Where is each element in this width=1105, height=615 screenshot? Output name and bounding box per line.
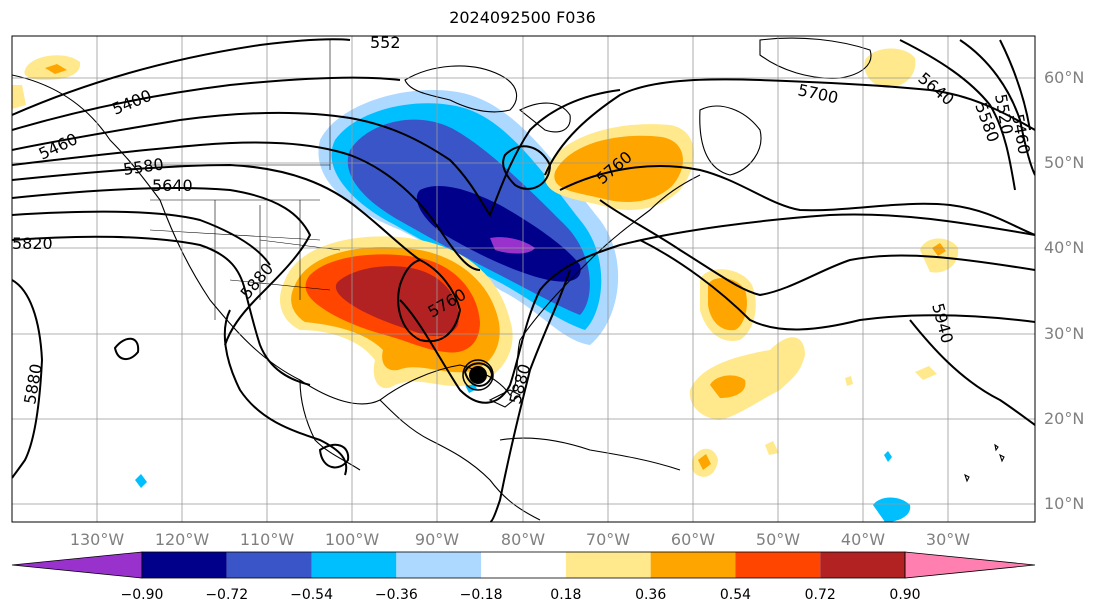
colorbar-segment (142, 552, 227, 578)
lat-lon-grid (12, 36, 1035, 522)
lon-label-80w: 80°W (500, 530, 546, 549)
lon-label-120w: 120°W (154, 530, 210, 549)
lat-label-20n: 20°N (1044, 409, 1085, 428)
colorbar-tick-label: 0.36 (635, 587, 667, 603)
colorbar-segment (735, 552, 821, 578)
colorbar-tick-label: −0.90 (120, 587, 164, 603)
colorbar-segment (226, 552, 312, 578)
lat-label-30n: 30°N (1044, 324, 1085, 343)
lon-label-100w: 100°W (324, 530, 380, 549)
colorbar-extend-high (904, 551, 1036, 579)
map-title: 2024092500 F036 (449, 8, 596, 27)
lon-label-30w: 30°W (925, 530, 971, 549)
contour-label-5820: 5820 (12, 234, 53, 253)
low-center-marker (469, 366, 487, 384)
lat-label-10n: 10°N (1044, 494, 1085, 513)
colorbar-tick-label: 0.54 (719, 587, 752, 603)
lat-label-40n: 40°N (1044, 238, 1085, 257)
colorbar-extend-low (11, 551, 143, 579)
lon-label-50w: 50°W (755, 530, 801, 549)
colorbar-tick-label: 0.72 (804, 587, 836, 603)
contour-label-5520-top: 552 (370, 33, 401, 52)
colorbar-tick-label: −0.36 (374, 587, 418, 603)
contour-label-5640: 5640 (152, 176, 193, 195)
colorbar-tick-label: −0.54 (290, 587, 333, 603)
lon-label-130w: 130°W (69, 530, 125, 549)
colorbar-tick-label: −0.18 (459, 587, 503, 603)
lon-label-40w: 40°W (840, 530, 886, 549)
positive-anomaly-shading (12, 48, 959, 477)
lon-label-70w: 70°W (585, 530, 631, 549)
colorbar-tick-label: 0.18 (550, 587, 582, 603)
colorbar-tick-label: 0.90 (889, 587, 921, 603)
colorbar-tick-label: −0.72 (205, 587, 249, 603)
colorbar-segment (481, 552, 566, 578)
colorbar-segment (820, 552, 905, 578)
lon-label-90w: 90°W (414, 530, 460, 549)
colorbar-segment (565, 552, 651, 578)
colorbar (11, 551, 1036, 579)
lat-label-60n: 60°N (1044, 68, 1085, 87)
colorbar-segment (311, 552, 397, 578)
lon-label-60w: 60°W (670, 530, 716, 549)
colorbar-segment (396, 552, 482, 578)
lat-label-50n: 50°N (1044, 153, 1085, 172)
colorbar-segment (650, 552, 736, 578)
height-contours (12, 38, 1035, 522)
lon-label-110w: 110°W (239, 530, 295, 549)
